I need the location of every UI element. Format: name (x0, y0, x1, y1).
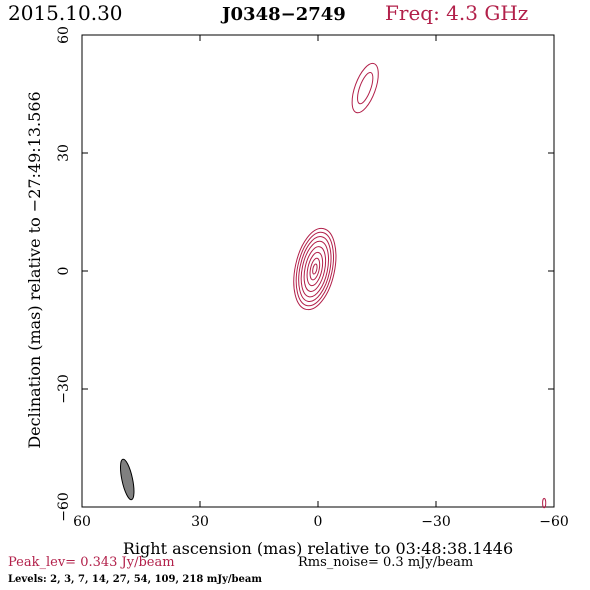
jet-contour (351, 62, 379, 114)
y-tick-label: 60 (56, 26, 72, 44)
y-tick-label: −30 (56, 374, 72, 404)
peak-level: Peak_lev= 0.343 Jy/beam (8, 555, 175, 570)
frequency-label: Freq: 4.3 GHz (385, 1, 528, 25)
y-tick-label: 30 (56, 144, 72, 162)
y-tick-label: 0 (56, 267, 72, 276)
x-tick-label: 60 (73, 514, 91, 530)
beam-ellipse (119, 458, 135, 501)
x-tick-label: 30 (191, 514, 209, 530)
source-name: J0348−2749 (220, 4, 346, 25)
x-tick-label: −60 (539, 514, 569, 530)
core-contour (298, 236, 332, 303)
core-contour (312, 263, 318, 275)
x-axis-label: Right ascension (mas) relative to 03:48:… (123, 539, 513, 558)
core-contour (303, 246, 327, 292)
y-axis-label: Declination (mas) relative to −27:49:13.… (25, 91, 44, 448)
edge-contour (542, 497, 547, 509)
plot-frame: 60 30 0 −30 −60 −60 −30 0 30 60 (56, 26, 569, 530)
core-contour (293, 227, 337, 311)
x-tick-label: −30 (421, 514, 451, 530)
core-contour (306, 251, 324, 287)
contour-levels: Levels: 2, 3, 7, 14, 27, 54, 109, 218 mJ… (8, 574, 262, 585)
core-contour (295, 231, 334, 307)
y-tick-label: −60 (56, 492, 72, 522)
core-contour (300, 240, 330, 298)
x-tick-label: 0 (314, 514, 323, 530)
plot-border (81, 34, 555, 508)
contour-layer (119, 62, 547, 509)
rms-noise: Rms_noise= 0.3 mJy/beam (298, 555, 473, 570)
core-contour (309, 257, 321, 281)
epoch-label: 2015.10.30 (8, 1, 123, 25)
jet-contour (357, 71, 374, 105)
